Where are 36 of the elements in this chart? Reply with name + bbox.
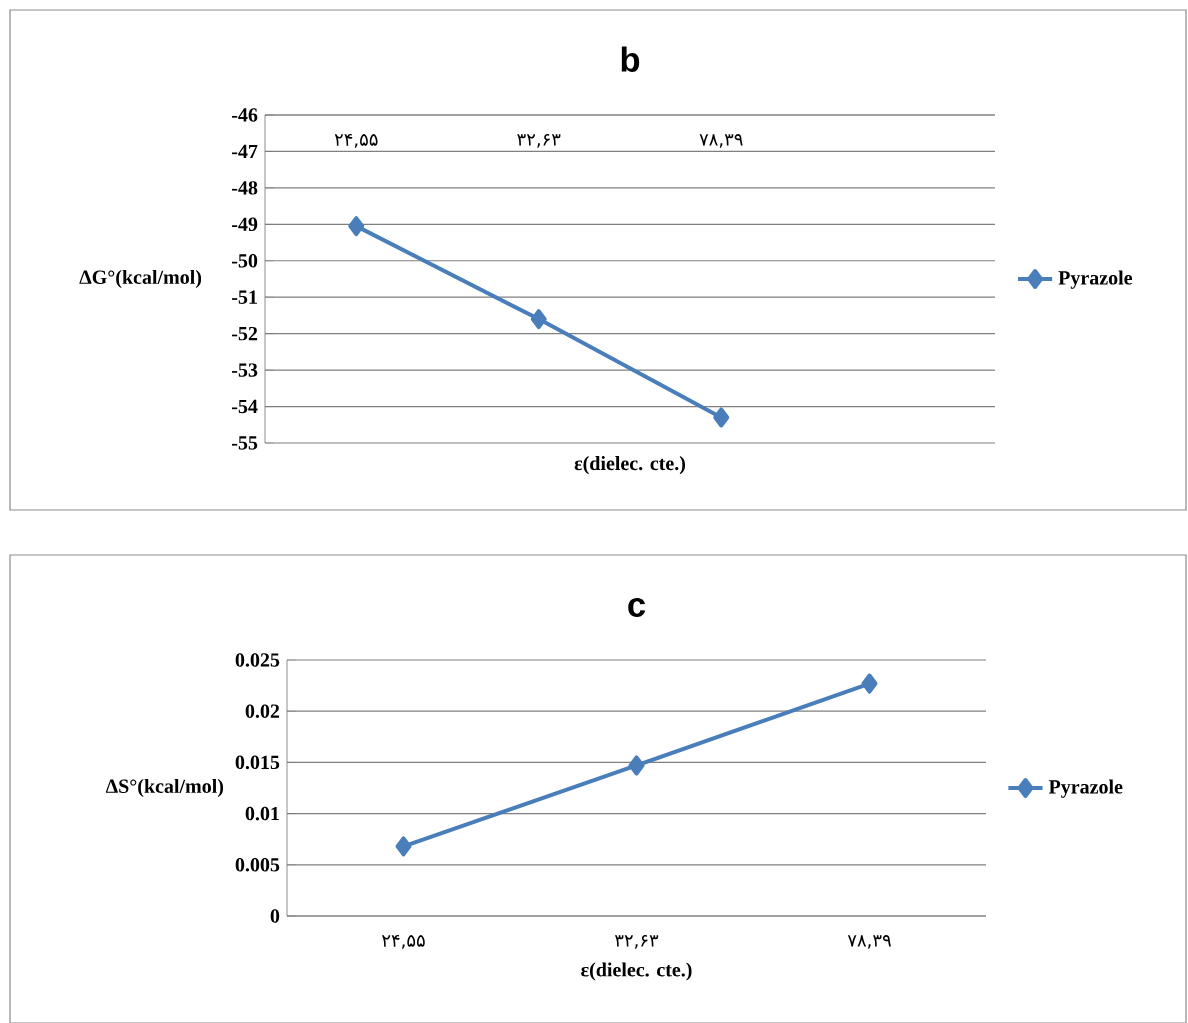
y-tick-label: -52: [232, 326, 258, 341]
point: [395, 836, 412, 857]
y-tick-label: -55: [232, 436, 258, 450]
y-tick-label: 0.005: [235, 858, 280, 872]
point: [713, 407, 730, 428]
x-axis-title: ε(dielec. cte.): [581, 962, 692, 981]
y-tick-label: 0.01: [245, 806, 279, 821]
point: [530, 309, 547, 330]
x-axis-title: ε(dielec. cte.): [574, 456, 686, 475]
chart-title: b: [621, 46, 640, 72]
x-tick-label: ۳۲,۶۳: [614, 935, 659, 949]
y-axis-title: ΔS°(kcal/mol): [105, 778, 224, 798]
y-tick-label: -54: [232, 399, 258, 414]
y-tick-label: -50: [232, 254, 258, 268]
y-tick-label: -49: [232, 217, 258, 232]
x-tick-label: ۳۲,۶۳: [517, 134, 561, 148]
x-tick-label: ۲۴,۵۵: [334, 134, 378, 148]
y-tick-label: 0: [270, 909, 280, 923]
point: [628, 755, 645, 776]
y-tick-label: -53: [232, 363, 258, 377]
point: [348, 216, 365, 237]
x-tick-label: ۷۸,۳۹: [699, 134, 743, 148]
y-tick-label: -48: [232, 181, 258, 195]
point: [861, 673, 878, 694]
y-tick-label: -47: [232, 144, 258, 159]
y-tick-label: -46: [232, 108, 258, 122]
chart-title: c: [628, 597, 646, 617]
y-tick-label: 0.025: [235, 653, 280, 667]
x-tick-label: ۲۴,۵۵: [382, 935, 425, 949]
legend-label: Pyrazole: [1048, 779, 1123, 798]
y-tick-label: 0.02: [245, 704, 280, 718]
legend-label: Pyrazole: [1058, 270, 1133, 289]
y-axis-title: ΔG°(kcal/mol): [79, 269, 202, 289]
y-tick-label: -51: [232, 290, 257, 304]
x-tick-label: ۷۸,۳۹: [847, 935, 891, 949]
y-tick-label: 0.015: [235, 755, 280, 770]
